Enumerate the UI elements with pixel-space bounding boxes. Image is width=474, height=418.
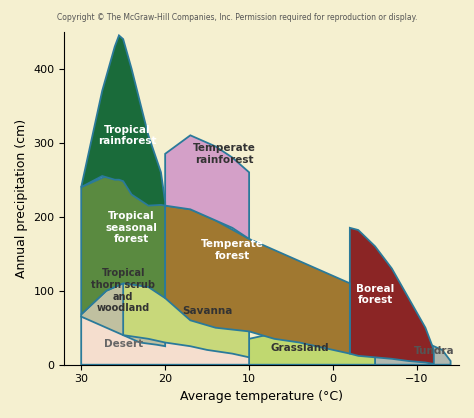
Text: Savanna: Savanna <box>182 306 232 316</box>
Polygon shape <box>81 36 165 206</box>
Polygon shape <box>81 316 375 365</box>
Polygon shape <box>249 328 375 365</box>
Text: Desert: Desert <box>104 339 143 349</box>
Text: Copyright © The McGraw-Hill Companies, Inc. Permission required for reproduction: Copyright © The McGraw-Hill Companies, I… <box>57 13 417 22</box>
Polygon shape <box>81 283 165 346</box>
Polygon shape <box>350 228 434 364</box>
Polygon shape <box>81 176 165 314</box>
Text: Boreal
forest: Boreal forest <box>356 284 394 305</box>
Text: Grassland: Grassland <box>270 344 329 354</box>
X-axis label: Average temperature (°C): Average temperature (°C) <box>180 390 343 403</box>
Polygon shape <box>165 135 249 239</box>
Y-axis label: Annual precipitation (cm): Annual precipitation (cm) <box>15 119 28 278</box>
Text: Temperate
rainforest: Temperate rainforest <box>192 143 255 165</box>
Text: Tundra: Tundra <box>413 347 454 357</box>
Text: Tropical
rainforest: Tropical rainforest <box>98 125 156 146</box>
Text: Tropical
seasonal
forest: Tropical seasonal forest <box>106 211 157 245</box>
Polygon shape <box>375 342 451 365</box>
Polygon shape <box>165 206 350 354</box>
Text: Tropical
thorn scrub
and
woodland: Tropical thorn scrub and woodland <box>91 268 155 313</box>
Text: Temperate
forest: Temperate forest <box>201 239 264 261</box>
Polygon shape <box>123 272 249 357</box>
